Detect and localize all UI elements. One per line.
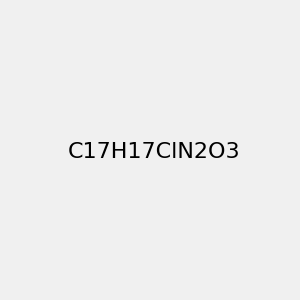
Text: C17H17ClN2O3: C17H17ClN2O3 bbox=[68, 142, 240, 161]
